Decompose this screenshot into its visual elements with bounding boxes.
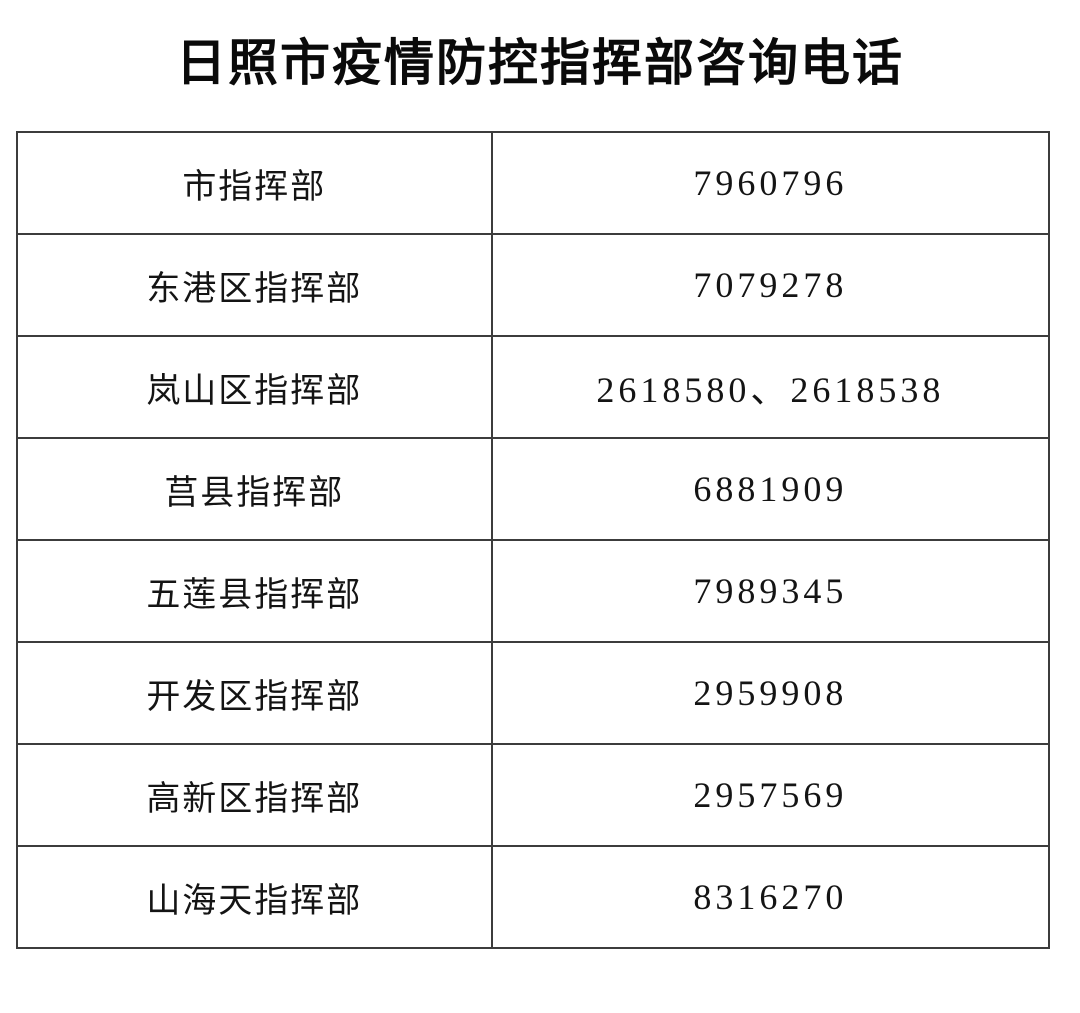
phone-cell: 2618580、2618538: [490, 335, 1051, 439]
department-cell: 莒县指挥部: [16, 437, 493, 541]
phone-cell: 2957569: [490, 743, 1051, 847]
phone-cell: 7079278: [490, 233, 1051, 337]
department-cell: 岚山区指挥部: [16, 335, 493, 439]
table-row: 莒县指挥部 6881909: [16, 437, 1051, 541]
department-cell: 高新区指挥部: [16, 743, 493, 847]
department-cell: 五莲县指挥部: [16, 539, 493, 643]
department-cell: 山海天指挥部: [16, 845, 493, 949]
department-cell: 市指挥部: [16, 131, 493, 235]
table-row: 山海天指挥部 8316270: [16, 845, 1051, 949]
department-cell: 开发区指挥部: [16, 641, 493, 745]
phone-table: 市指挥部 7960796 东港区指挥部 7079278 岚山区指挥部 2618580、26…: [16, 131, 1051, 949]
table-row: 开发区指挥部 2959908: [16, 641, 1051, 745]
page-title: 日照市疫情防控指挥部咨询电话: [176, 35, 904, 91]
table-row: 岚山区指挥部 2618580、2618538: [16, 335, 1051, 439]
phone-table-body: 市指挥部 7960796 东港区指挥部 7079278 岚山区指挥部 2618580、26…: [16, 131, 1051, 949]
department-cell: 东港区指挥部: [16, 233, 493, 337]
table-row: 东港区指挥部 7079278: [16, 233, 1051, 337]
phone-cell: 7989345: [490, 539, 1051, 643]
phone-cell: 7960796: [490, 131, 1051, 235]
table-row: 市指挥部 7960796: [16, 131, 1051, 235]
phone-cell: 8316270: [490, 845, 1051, 949]
table-row: 五莲县指挥部 7989345: [16, 539, 1051, 643]
table-row: 高新区指挥部 2957569: [16, 743, 1051, 847]
phone-cell: 2959908: [490, 641, 1051, 745]
phone-cell: 6881909: [490, 437, 1051, 541]
